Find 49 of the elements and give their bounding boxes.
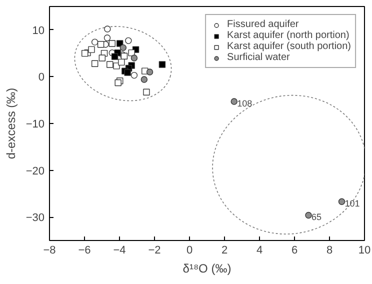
x-tick-label: −2 bbox=[148, 244, 161, 256]
x-tick-label: 4 bbox=[256, 244, 263, 256]
x-axis-title: δ¹⁸O (‰) bbox=[182, 262, 232, 276]
legend-label: Fissured aquifer bbox=[227, 19, 299, 30]
point bbox=[128, 49, 135, 56]
point bbox=[124, 69, 131, 76]
x-tick-label: −8 bbox=[43, 244, 56, 256]
point bbox=[146, 68, 154, 76]
point bbox=[120, 44, 127, 52]
x-tick-label: −4 bbox=[113, 244, 126, 256]
point bbox=[125, 37, 132, 44]
point bbox=[230, 98, 238, 105]
point bbox=[111, 53, 118, 60]
x-tick-label: −6 bbox=[78, 244, 91, 256]
point bbox=[118, 58, 125, 66]
x-tick-label: 10 bbox=[358, 244, 371, 256]
y-tick-label: 10 bbox=[32, 24, 45, 37]
x-tick-label: 8 bbox=[326, 244, 333, 256]
legend-label: Karst aquifer (south portion) bbox=[227, 41, 351, 52]
y-tick-label: −20 bbox=[26, 165, 45, 178]
point bbox=[104, 34, 111, 42]
legend-label: Karst aquifer (north portion) bbox=[227, 30, 350, 41]
x-tick-label: 2 bbox=[221, 244, 228, 256]
y-tick-label: −30 bbox=[26, 212, 45, 224]
y-axis-title: d-excess (‰) bbox=[4, 88, 18, 160]
point bbox=[104, 26, 111, 32]
point bbox=[82, 50, 88, 57]
point bbox=[305, 212, 312, 219]
point bbox=[98, 54, 106, 62]
point bbox=[106, 61, 114, 68]
x-tick-label: 6 bbox=[291, 244, 298, 256]
point bbox=[91, 60, 98, 67]
point bbox=[130, 72, 138, 79]
annotation: 65 bbox=[312, 212, 322, 222]
point bbox=[97, 41, 104, 48]
y-tick-label: −10 bbox=[26, 118, 45, 130]
y-tick-label: 0 bbox=[38, 72, 45, 84]
point bbox=[143, 88, 150, 96]
annotation: 108 bbox=[237, 98, 252, 109]
legend-label: Surficial water bbox=[227, 52, 290, 63]
point bbox=[91, 38, 98, 46]
x-tick-label: 0 bbox=[186, 244, 193, 256]
point bbox=[130, 54, 138, 62]
point bbox=[88, 46, 95, 53]
annotation: 101 bbox=[344, 198, 360, 209]
point bbox=[140, 76, 148, 83]
point bbox=[158, 61, 166, 68]
point bbox=[338, 198, 346, 205]
point bbox=[108, 40, 116, 47]
